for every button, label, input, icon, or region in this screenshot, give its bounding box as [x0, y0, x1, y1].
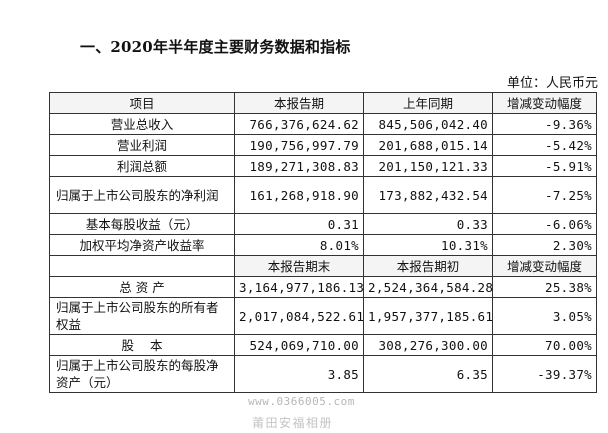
change-value: 25.38%: [492, 276, 597, 298]
table-header-row: 项目 本报告期 上年同期 增减变动幅度: [49, 92, 597, 114]
watermark-text: 莆田安福相册: [252, 416, 334, 430]
current-value: 190,756,997.79: [234, 134, 364, 156]
prior-value: 173,882,432.54: [363, 176, 493, 214]
table-row: 总 资 产 3,164,977,186.13 2,524,364,584.28 …: [49, 276, 597, 298]
table-row: 基本每股收益（元） 0.31 0.33 -6.06%: [49, 213, 597, 235]
row-label: 归属于上市公司股东的所有者权益: [49, 297, 235, 335]
change-value: -5.42%: [492, 134, 597, 156]
period-end-value: 3.85: [234, 355, 364, 393]
row-label: 基本每股收益（元）: [49, 213, 235, 235]
header-current-period: 本报告期: [234, 92, 364, 114]
change-value: -39.37%: [492, 355, 597, 393]
row-label: 营业总收入: [49, 113, 235, 135]
table-row: 利润总额 189,271,308.83 201,150,121.33 -5.91…: [49, 155, 597, 177]
current-value: 161,268,918.90: [234, 176, 364, 214]
prior-value: 201,150,121.33: [363, 155, 493, 177]
prior-value: 0.33: [363, 213, 493, 235]
period-start-value: 2,524,364,584.28: [363, 276, 493, 298]
table-row: 归属于上市公司股东的所有者权益 2,017,084,522.61 1,957,3…: [49, 297, 597, 335]
header-item: 项目: [49, 92, 235, 114]
table-subheader-row: 本报告期末 本报告期初 增减变动幅度: [49, 255, 597, 277]
change-value: 70.00%: [492, 334, 597, 356]
header-period-end: 本报告期末: [234, 255, 364, 277]
table-row: 归属于上市公司股东的净利润 161,268,918.90 173,882,432…: [49, 176, 597, 214]
period-start-value: 6.35: [363, 355, 493, 393]
row-label: 营业利润: [49, 134, 235, 156]
row-label: 归属于上市公司股东的净利润: [49, 176, 235, 214]
table-row: 营业利润 190,756,997.79 201,688,015.14 -5.42…: [49, 134, 597, 156]
prior-value: 201,688,015.14: [363, 134, 493, 156]
period-end-value: 3,164,977,186.13: [234, 276, 364, 298]
watermark-url: www.0366005.com: [248, 395, 355, 408]
table-row: 营业总收入 766,376,624.62 845,506,042.40 -9.3…: [49, 113, 597, 135]
row-label: 归属于上市公司股东的每股净资产（元）: [49, 355, 235, 393]
row-label: 总 资 产: [49, 276, 235, 298]
change-value: -6.06%: [492, 213, 597, 235]
table-row: 加权平均净资产收益率 8.01% 10.31% 2.30%: [49, 234, 597, 256]
table-row: 归属于上市公司股东的每股净资产（元） 3.85 6.35 -39.37%: [49, 355, 597, 393]
period-start-value: 1,957,377,185.61: [363, 297, 493, 335]
current-value: 8.01%: [234, 234, 364, 256]
period-end-value: 524,069,710.00: [234, 334, 364, 356]
period-start-value: 308,276,300.00: [363, 334, 493, 356]
subheader-blank: [49, 255, 235, 277]
section-heading: 一、2020年半年度主要财务数据和指标: [80, 38, 351, 56]
header-prior-period: 上年同期: [363, 92, 493, 114]
current-value: 766,376,624.62: [234, 113, 364, 135]
header-change: 增减变动幅度: [492, 92, 597, 114]
change-value: -9.36%: [492, 113, 597, 135]
financial-data-table: 项目 本报告期 上年同期 增减变动幅度 营业总收入 766,376,624.62…: [49, 92, 597, 393]
change-value: 3.05%: [492, 297, 597, 335]
row-label: 利润总额: [49, 155, 235, 177]
currency-unit-label: 单位：人民币元: [506, 76, 598, 91]
prior-value: 10.31%: [363, 234, 493, 256]
period-end-value: 2,017,084,522.61: [234, 297, 364, 335]
current-value: 189,271,308.83: [234, 155, 364, 177]
change-value: 2.30%: [492, 234, 597, 256]
prior-value: 845,506,042.40: [363, 113, 493, 135]
current-value: 0.31: [234, 213, 364, 235]
row-label: 加权平均净资产收益率: [49, 234, 235, 256]
change-value: -7.25%: [492, 176, 597, 214]
change-value: -5.91%: [492, 155, 597, 177]
header-period-start: 本报告期初: [363, 255, 493, 277]
table-row: 股 本 524,069,710.00 308,276,300.00 70.00%: [49, 334, 597, 356]
row-label: 股 本: [49, 334, 235, 356]
header-change: 增减变动幅度: [492, 255, 597, 277]
